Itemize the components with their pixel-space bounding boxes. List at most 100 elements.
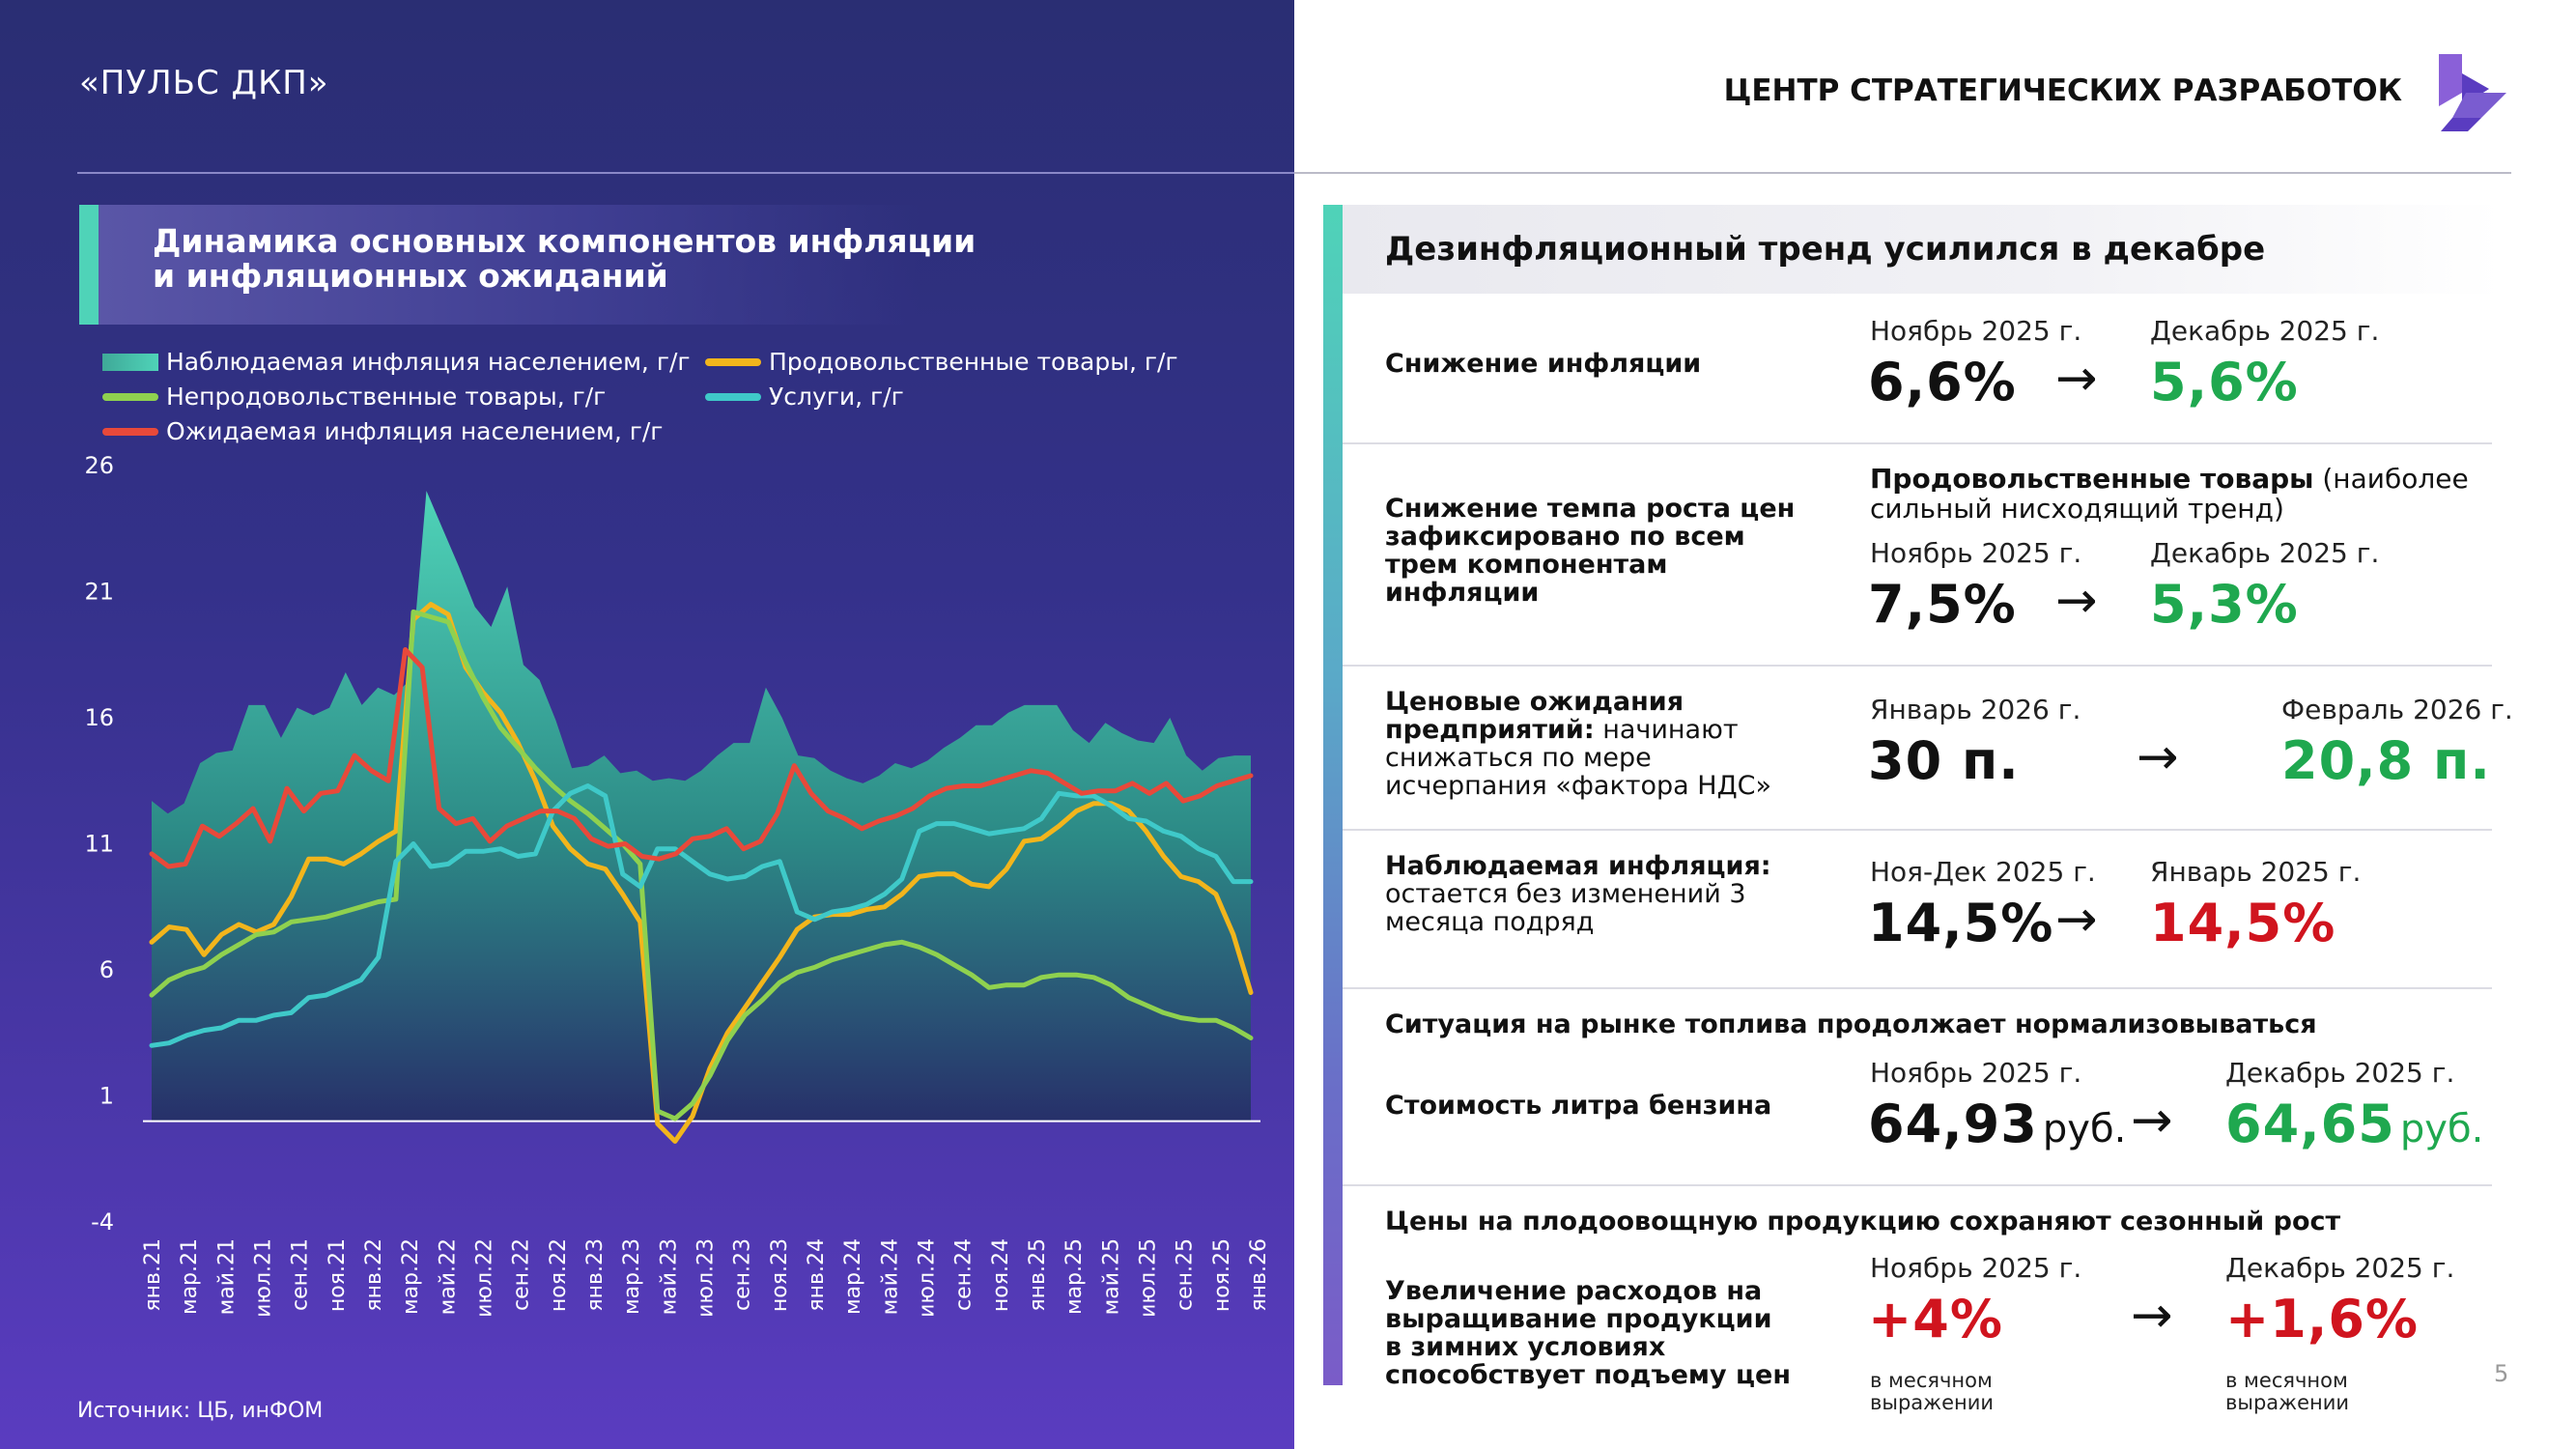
value-before: 7,5% [1868,574,2017,635]
value-note: в месячном выражении [1870,1369,1995,1414]
arrow-right-icon: → [2055,572,2098,630]
value-before: 6,6% [1868,352,2017,412]
value-before: 14,5% [1868,893,2054,953]
row-label: Ценовые ожидания предприятий: начинают с… [1385,688,1810,800]
section-title: Ситуация на рынке топлива продолжает нор… [1385,1009,2317,1039]
row-note-bold: Продовольственные товары [1870,463,2314,495]
legend-item: Ожидаемая инфляция населением, г/г [102,417,663,445]
y-tick-label: 16 [84,704,114,731]
source-note: Источник: ЦБ, инФОМ [77,1399,324,1423]
value-after: 14,5% [2150,893,2336,953]
section-title: Цены на плодоовощную продукцию сохраняют… [1385,1207,2341,1236]
y-tick-label: 6 [99,956,114,983]
date-label: Январь 2025 г. [2150,856,2362,888]
x-tick-label: июл.25 [1137,1238,1161,1318]
legend-item: Услуги, г/г [705,383,904,411]
row-label: Наблюдаемая инфляция: остается без измен… [1385,852,1810,936]
date-label: Декабрь 2025 г. [2225,1252,2455,1284]
x-tick-label: янв.26 [1247,1238,1271,1312]
row-note: Продовольственные товары (наиболее сильн… [1870,464,2469,524]
x-tick-label: май.21 [214,1238,239,1315]
legend-swatch [102,353,158,371]
value-after: 64,65 [2225,1094,2395,1154]
row-label: Снижение инфляции [1385,349,1702,379]
row-divider [1343,1184,2492,1186]
x-tick-label: мар.23 [620,1238,644,1315]
right-header-title: Дезинфляционный тренд усилился в декабре [1385,230,2266,269]
y-tick-label: 21 [84,579,114,606]
x-tick-label: май.25 [1099,1238,1123,1315]
row-divider [1343,829,2492,831]
x-tick-label: июл.21 [252,1238,276,1318]
date-label: Январь 2026 г. [1870,694,2081,725]
y-tick-label: 1 [99,1083,114,1110]
x-tick-label: май.22 [436,1238,460,1315]
date-label: Декабрь 2025 г. [2150,537,2380,569]
legend-label: Наблюдаемая инфляция населением, г/г [166,348,691,376]
row-label: Стоимость литра бензина [1385,1091,1772,1121]
x-tick-label: янв.21 [141,1238,165,1312]
x-tick-label: июл.23 [694,1238,719,1318]
legend-swatch [705,392,761,401]
row-label-bold: Наблюдаемая инфляция: [1385,851,1771,881]
value-before: +4% [1868,1289,2003,1350]
date-label: Ноя-Дек 2025 г. [1870,856,2096,888]
row-label: Увеличение расходов на выращивание проду… [1385,1276,1791,1390]
legend-label: Ожидаемая инфляция населением, г/г [166,417,664,445]
chart-title: Динамика основных компонентов инфляции и… [153,222,977,295]
value-before-group: 64,93 руб. [1868,1094,2126,1154]
series-line [149,647,1254,869]
legend-item: Продовольственные товары, г/г [705,348,1178,376]
divider [77,172,1294,174]
value-after-group: 64,65 руб. [2225,1094,2483,1154]
presentation-title: «ПУЛЬС ДКП» [79,64,329,102]
value-before: 64,93 [1868,1094,2038,1154]
series-area [152,491,1251,1122]
value-after: 5,3% [2150,574,2299,635]
legend-item: Наблюдаемая инфляция населением, г/г [102,348,691,376]
brand-name: ЦЕНТР СТРАТЕГИЧЕСКИХ РАЗРАБОТОК [1723,73,2402,108]
arrow-right-icon: → [2131,1287,2173,1345]
row-label-bold: Ценовые ожидания предприятий: [1385,687,1684,745]
x-tick-label: сен.21 [289,1238,313,1311]
right-accent-bar [1323,205,1343,1385]
row-divider [1343,665,2492,667]
x-tick-label: ноя.21 [326,1238,350,1312]
row-label: Снижение темпа роста цен зафиксировано п… [1385,494,1796,608]
chart-title-accent [79,205,99,325]
chart-title-box [79,205,920,325]
x-tick-label: ноя.25 [1210,1238,1234,1312]
x-tick-label: сен.22 [510,1238,534,1311]
x-tick-label: янв.23 [583,1238,608,1312]
divider [1294,172,2511,174]
row-divider [1343,442,2492,444]
date-label: Декабрь 2025 г. [2225,1057,2455,1089]
legend-swatch [705,357,761,366]
row-note-rest: (наиболее сильный нисходящий тренд) [1870,463,2469,525]
page-number: 5 [2494,1360,2509,1387]
x-tick-label: сен.23 [731,1238,755,1311]
x-tick-label: сен.25 [1174,1238,1198,1311]
legend-swatch [102,427,158,436]
x-tick-label: янв.22 [362,1238,386,1312]
x-tick-label: май.24 [878,1238,902,1315]
row-label-rest: начинают снижаться по мере исчерпания «ф… [1385,715,1772,801]
date-label: Ноябрь 2025 г. [1870,315,2082,347]
date-label: Ноябрь 2025 г. [1870,537,2082,569]
arrow-right-icon: → [2055,891,2098,949]
legend-swatch [102,392,158,401]
row-label-rest: остается без изменений 3 месяца подряд [1385,879,1746,937]
value-after: 5,6% [2150,352,2299,412]
x-tick-label: мар.22 [399,1238,423,1315]
legend-label: Непродовольственные товары, г/г [166,383,607,411]
date-label: Февраль 2026 г. [2281,694,2513,725]
x-tick-label: мар.25 [1062,1238,1087,1315]
arrow-right-icon: → [2131,1092,2173,1150]
y-tick-label: -4 [91,1208,114,1236]
series-line [149,609,1254,1122]
x-tick-label: мар.24 [841,1238,865,1315]
value-after: 20,8 п. [2281,730,2491,791]
brand-logo-icon [2439,54,2506,131]
y-tick-label: 11 [84,831,114,858]
x-tick-label: ноя.23 [768,1238,792,1312]
